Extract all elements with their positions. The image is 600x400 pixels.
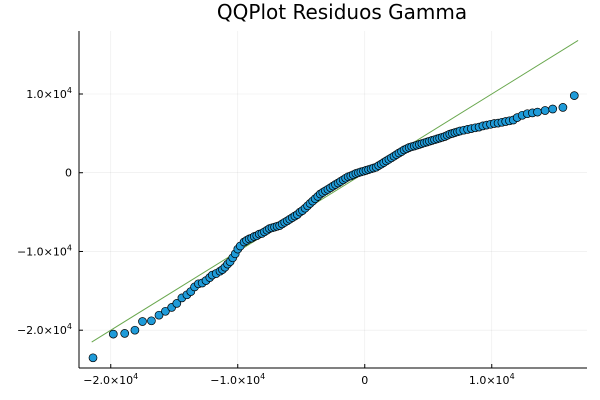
- data-point: [558, 103, 568, 112]
- data-point: [540, 106, 550, 115]
- x-tick-label: −2.0×104: [83, 372, 138, 387]
- points-layer: [88, 91, 579, 363]
- x-tick-label: 0: [361, 374, 368, 387]
- data-point: [154, 310, 164, 320]
- reference-line: [91, 40, 579, 343]
- y-tick-label: 0: [65, 167, 72, 180]
- tick-labels-layer: −2.0×104 −1.0×104 0 1.0×104 −2.0×104 −1.0×104…: [17, 86, 515, 387]
- x-tick-label: −1.0×104: [210, 372, 265, 387]
- data-point: [138, 317, 147, 326]
- data-point: [130, 325, 140, 335]
- data-point: [108, 329, 118, 339]
- data-point: [172, 299, 182, 308]
- y-tick-label: 1.0×104: [26, 86, 72, 101]
- reference-line-layer: [91, 40, 579, 343]
- data-point: [88, 353, 98, 363]
- data-point: [533, 107, 542, 117]
- data-point: [548, 104, 558, 114]
- axes-layer: [78, 31, 587, 369]
- y-tick-label: −2.0×104: [17, 322, 72, 337]
- data-point: [147, 316, 156, 326]
- y-tick-label: −1.0×104: [17, 243, 72, 258]
- data-point: [120, 329, 130, 338]
- x-tick-label: 1.0×104: [469, 372, 515, 387]
- chart-title: QQPlot Residuos Gamma: [217, 0, 467, 24]
- grid-layer: [79, 31, 587, 368]
- data-point: [161, 306, 170, 316]
- data-point: [569, 91, 579, 100]
